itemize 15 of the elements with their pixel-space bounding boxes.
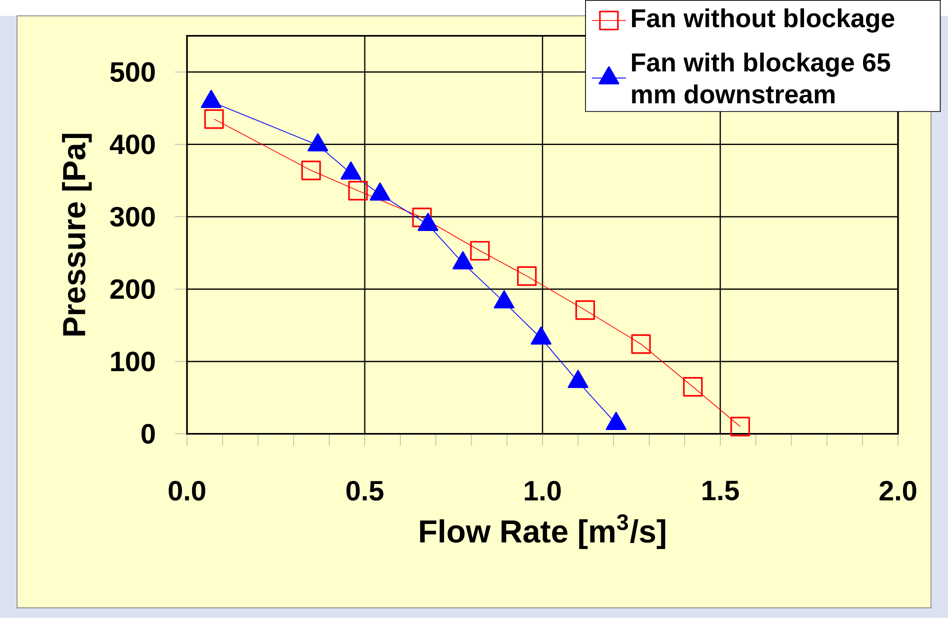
legend-label: Fan with blockage 65 mm downstream (632, 52, 890, 104)
y-axis-title: Pressure [Pa] (62, 134, 92, 336)
y-tick-label: 300 (110, 206, 155, 227)
legend-label: Fan without blockage (632, 8, 894, 33)
y-tick-label: 0 (142, 424, 155, 444)
x-tick-label: 1.5 (702, 480, 739, 500)
x-tick-label: 2.0 (880, 480, 916, 501)
y-tick-label: 400 (110, 134, 155, 154)
x-tick-label: 0.0 (168, 480, 206, 501)
y-tick-label: 500 (110, 62, 155, 82)
x-axis-title: Flow Rate [m$^{3}$/s] (420, 514, 666, 550)
x-tick-label: 1.0 (524, 480, 561, 501)
x-tick-label: 0.5 (346, 480, 384, 501)
y-tick-label: 100 (111, 352, 155, 372)
y-tick-label: 200 (110, 279, 155, 300)
